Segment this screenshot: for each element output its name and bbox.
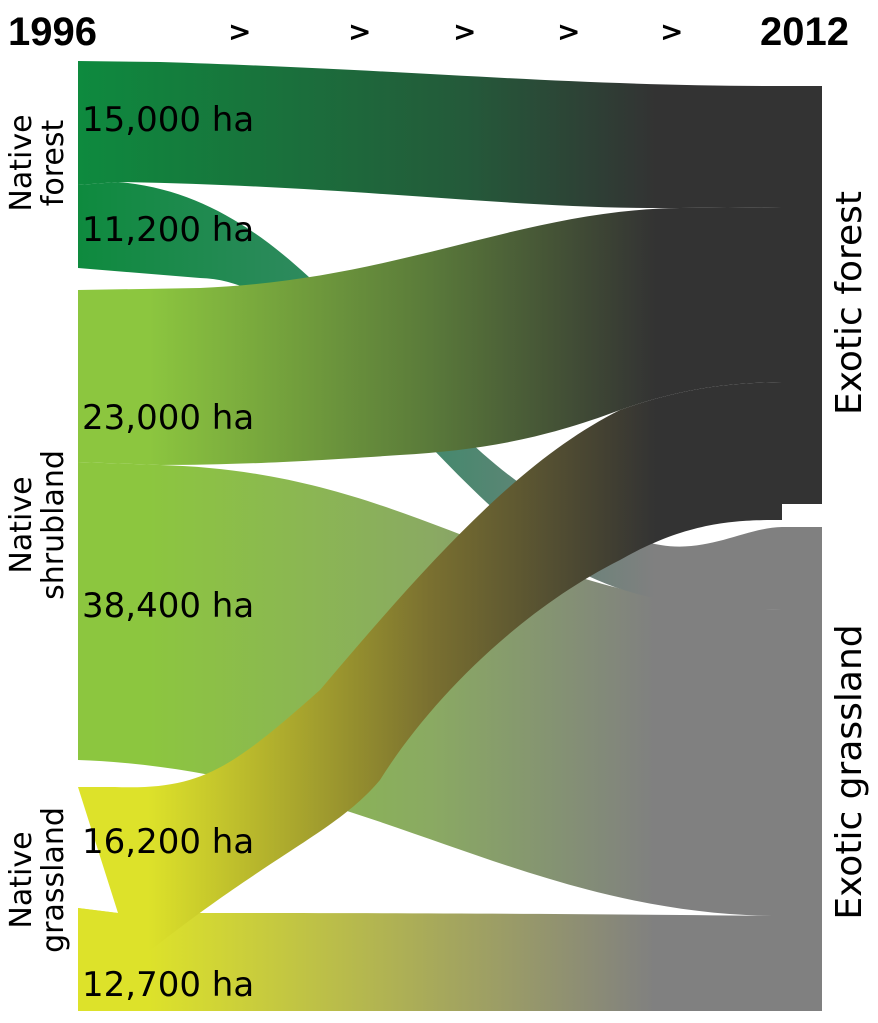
start-year: 1996 [8,10,97,54]
arrow-5: > [660,15,684,48]
flow-shrubland-to-exotic-forest [78,207,782,465]
source-label-native-shrubland: Native shrubland [4,450,71,600]
exotic-grassland-node [782,527,822,1011]
arrow-2: > [348,15,372,48]
exotic-forest-node [782,86,822,504]
arrow-4: > [557,15,581,48]
end-year: 2012 [760,10,849,54]
flow-label-11200: 11,200 ha [82,210,255,250]
flow-grassland-to-exotic-forest [78,382,782,1011]
arrow-3: > [453,15,477,48]
flow-label-15000: 15,000 ha [82,100,255,140]
source-label-native-forest: Native forest [4,114,71,212]
flow-label-38400: 38,400 ha [82,586,255,626]
flow-forest-to-exotic-forest [78,61,782,209]
flow-label-16200: 16,200 ha [82,822,255,862]
source-label-native-grassland: Native grassland [4,807,71,953]
target-label-exotic-grassland: Exotic grassland [829,624,870,920]
target-label-exotic-forest: Exotic forest [829,190,870,416]
flow-label-12700: 12,700 ha [82,965,255,1005]
flow-label-23000: 23,000 ha [82,398,255,438]
arrow-1: > [228,15,252,48]
flow-grassland-to-exotic-grassland [78,908,782,1011]
